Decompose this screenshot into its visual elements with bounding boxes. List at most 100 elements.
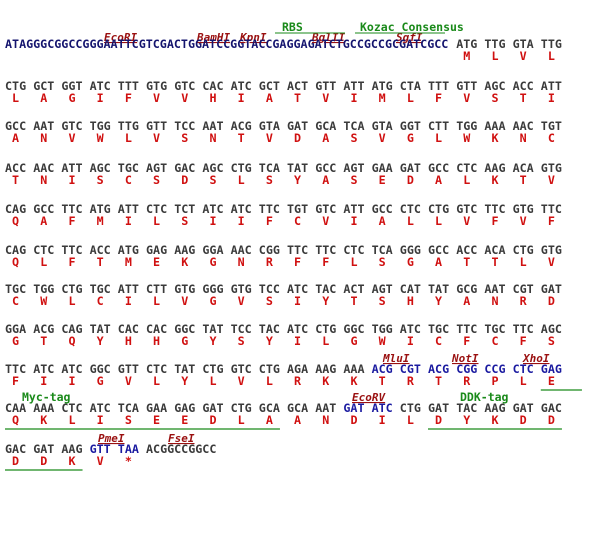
codon: AGA bbox=[287, 362, 308, 376]
codon: TCA bbox=[259, 161, 280, 175]
amino-acid: I bbox=[238, 91, 245, 105]
amino-acid: V bbox=[379, 131, 386, 145]
codon: AAT bbox=[33, 119, 54, 133]
codon: TCC bbox=[231, 322, 252, 336]
codon: TAT bbox=[287, 161, 308, 175]
codon: CTG bbox=[5, 79, 26, 93]
amino-acid: R bbox=[463, 374, 471, 388]
amino-acid: R bbox=[294, 374, 302, 388]
codon: AAG bbox=[315, 362, 336, 376]
amino-acid: T bbox=[294, 91, 301, 105]
amino-acid: T bbox=[463, 255, 470, 269]
codon: AAA bbox=[33, 401, 54, 415]
codon: TGG bbox=[456, 119, 477, 133]
site-label: BamHI bbox=[196, 31, 230, 44]
codon: AGC bbox=[90, 161, 111, 175]
site-label: EcoRI bbox=[104, 31, 137, 44]
codon: TTC bbox=[287, 243, 308, 257]
codon: TTG bbox=[541, 37, 562, 51]
amino-acid: W bbox=[379, 334, 387, 348]
codon: ACT bbox=[287, 79, 308, 93]
codon: ATG bbox=[118, 243, 139, 257]
codon: AAT bbox=[202, 119, 223, 133]
amino-acid: C bbox=[125, 173, 132, 187]
codon: TGG bbox=[33, 282, 54, 296]
codon: CAT bbox=[400, 282, 421, 296]
amino-acid: A bbox=[40, 214, 47, 228]
codon: TAC bbox=[315, 282, 336, 296]
codon: ACA bbox=[484, 243, 505, 257]
amino-acid: A bbox=[12, 131, 19, 145]
codon: TAC bbox=[456, 401, 477, 415]
site-label: SgfI bbox=[396, 31, 423, 44]
codon: ACC bbox=[90, 243, 111, 257]
amino-acid: T bbox=[435, 374, 442, 388]
codon: ATC bbox=[33, 362, 54, 376]
amino-acid: S bbox=[491, 91, 498, 105]
amino-acid: L bbox=[520, 374, 527, 388]
amino-acid: S bbox=[266, 173, 273, 187]
codon: CTG bbox=[231, 161, 252, 175]
codon: GAC bbox=[541, 401, 562, 415]
amino-acid: L bbox=[153, 214, 160, 228]
amino-acid: A bbox=[379, 214, 386, 228]
codon: ATC bbox=[372, 401, 393, 415]
amino-acid: L bbox=[407, 413, 414, 427]
codon: TCC bbox=[174, 119, 195, 133]
site-label: EcoRV bbox=[352, 391, 386, 404]
amino-acid: K bbox=[491, 173, 498, 187]
amino-acid: V bbox=[548, 255, 555, 269]
codon: ATG bbox=[372, 79, 393, 93]
amino-acid: V bbox=[548, 173, 555, 187]
codon: AAC bbox=[33, 161, 54, 175]
amino-acid: L bbox=[68, 294, 75, 308]
amino-acid: L bbox=[40, 255, 47, 269]
codon: GAT bbox=[428, 401, 449, 415]
amino-acid: I bbox=[407, 334, 414, 348]
amino-acid: F bbox=[294, 255, 301, 269]
amino-acid: T bbox=[520, 173, 527, 187]
codon: CAG bbox=[61, 322, 82, 336]
codon: CTG bbox=[259, 362, 280, 376]
amino-acid: G bbox=[209, 255, 216, 269]
amino-acid: W bbox=[97, 131, 105, 145]
amino-acid: N bbox=[238, 255, 245, 269]
codon: CAG bbox=[5, 243, 26, 257]
codon: CAC bbox=[118, 322, 139, 336]
amino-acid: K bbox=[181, 255, 188, 269]
amino-acid: V bbox=[463, 214, 470, 228]
codon: ATT bbox=[118, 202, 139, 216]
amino-acid: S bbox=[350, 131, 357, 145]
codon: GTT bbox=[315, 79, 336, 93]
codon: GTA bbox=[259, 119, 280, 133]
codon: GTC bbox=[174, 79, 195, 93]
codon: TTC bbox=[513, 322, 534, 336]
codon: ACA bbox=[513, 161, 534, 175]
amino-acid: D bbox=[548, 413, 555, 427]
codon: GAT bbox=[541, 282, 562, 296]
site-label: MluI bbox=[382, 352, 410, 365]
amino-acid: I bbox=[294, 294, 301, 308]
codon: AAT bbox=[484, 282, 505, 296]
amino-acid: W bbox=[463, 131, 471, 145]
amino-acid: G bbox=[350, 334, 357, 348]
site-label: FseI bbox=[168, 432, 195, 445]
amino-acid: S bbox=[153, 173, 160, 187]
amino-acid: F bbox=[68, 214, 75, 228]
amino-acid: H bbox=[153, 334, 160, 348]
amino-acid: L bbox=[125, 131, 132, 145]
amino-acid: T bbox=[350, 294, 357, 308]
amino-acid: V bbox=[463, 91, 470, 105]
codon: CTT bbox=[146, 282, 167, 296]
amino-acid: G bbox=[407, 255, 414, 269]
codon: GCA bbox=[259, 401, 280, 415]
amino-acid: N bbox=[322, 413, 329, 427]
amino-acid: Y bbox=[181, 374, 188, 388]
codon: ACG bbox=[372, 362, 393, 376]
codon: ACT bbox=[343, 282, 364, 296]
codon: GGA bbox=[202, 243, 223, 257]
codon: ACGGCCGGCC bbox=[146, 442, 216, 456]
amino-acid: V bbox=[238, 294, 245, 308]
codon: AAC bbox=[231, 243, 252, 257]
amino-acid: A bbox=[435, 173, 442, 187]
